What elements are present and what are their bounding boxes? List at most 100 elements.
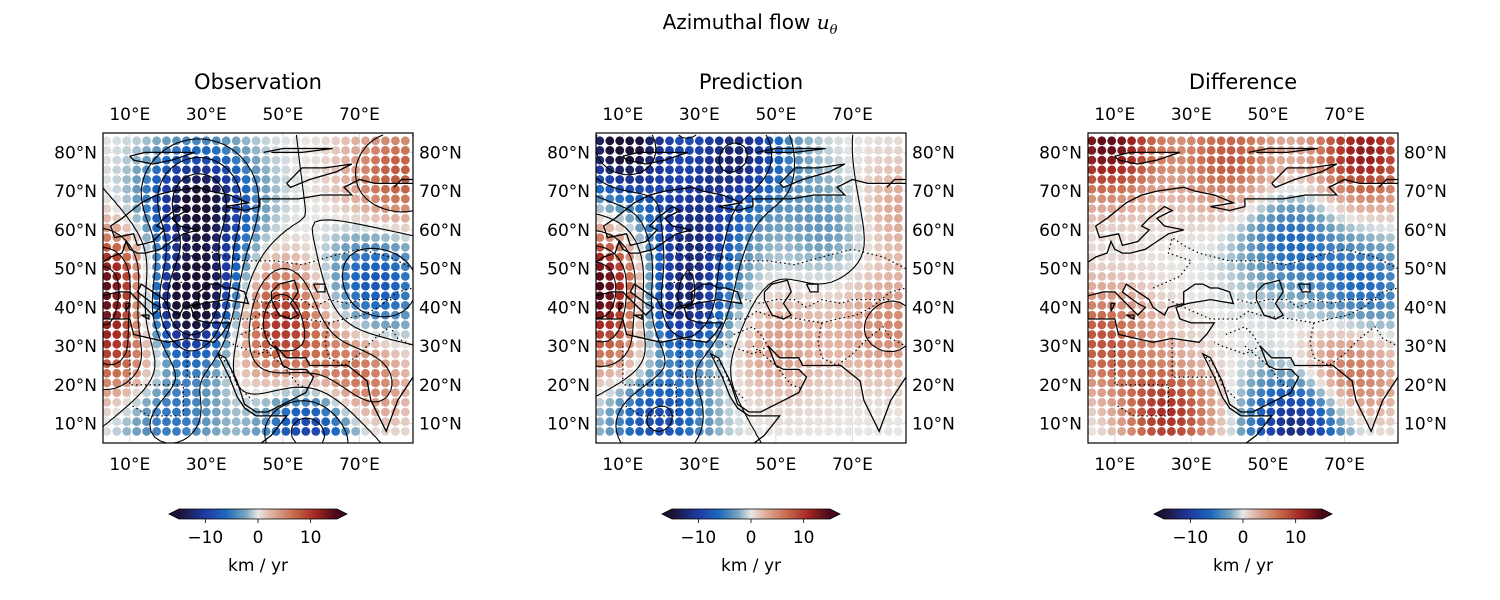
data-point: [1117, 339, 1127, 349]
data-point: [874, 407, 883, 417]
data-point: [1326, 146, 1335, 155]
y-tick-label-right: 30°N: [419, 337, 462, 357]
data-point: [655, 252, 664, 262]
data-point: [1385, 194, 1395, 204]
data-point: [685, 427, 694, 436]
data-point: [311, 213, 321, 223]
data-point: [824, 368, 834, 378]
data-point: [1088, 330, 1097, 339]
data-point: [1097, 407, 1107, 417]
data-point: [1246, 252, 1256, 262]
data-point: [893, 204, 903, 214]
data-point: [1147, 175, 1156, 184]
data-point: [844, 272, 853, 281]
data-point: [142, 184, 152, 194]
data-point: [361, 427, 370, 436]
data-point: [596, 397, 605, 407]
data-point: [1326, 417, 1335, 427]
data-point: [321, 194, 331, 204]
data-point: [1266, 233, 1276, 243]
data-point: [162, 378, 171, 388]
y-tick-label-right: 20°N: [419, 376, 462, 396]
data-point: [341, 388, 350, 397]
data-point: [132, 184, 142, 194]
data-point: [854, 359, 863, 368]
data-point: [1316, 184, 1326, 194]
data-point: [1196, 388, 1206, 397]
data-point: [1256, 359, 1266, 368]
data-point: [893, 291, 903, 301]
data-point: [1097, 291, 1107, 301]
data-point: [1376, 204, 1385, 214]
data-point: [1186, 146, 1196, 155]
data-point: [1157, 165, 1166, 175]
data-point: [675, 397, 684, 407]
data-point: [122, 388, 132, 397]
data-point: [685, 242, 694, 252]
data-point: [605, 281, 615, 291]
data-point: [1196, 330, 1206, 339]
data-point: [1366, 272, 1375, 281]
data-point: [361, 407, 370, 417]
data-point: [1326, 378, 1335, 388]
data-point: [341, 349, 350, 359]
data-point: [391, 272, 400, 281]
data-point: [172, 242, 181, 252]
data-point: [1088, 417, 1097, 427]
data-point: [1147, 262, 1156, 272]
data-point: [874, 330, 883, 339]
data-point: [764, 349, 774, 359]
data-point: [321, 223, 331, 233]
data-point: [596, 407, 605, 417]
data-point: [291, 349, 301, 359]
x-tick-label-top: 70°E: [832, 105, 873, 125]
data-point: [1216, 146, 1226, 155]
x-tick-label-bottom: 30°E: [679, 455, 720, 475]
data-point: [261, 272, 271, 281]
data-point: [784, 349, 794, 359]
data-point: [1117, 175, 1127, 184]
data-point: [1107, 310, 1117, 320]
data-point: [1236, 262, 1246, 272]
data-point: [596, 427, 605, 436]
data-point: [112, 165, 122, 175]
data-point: [311, 427, 321, 436]
data-point: [1088, 378, 1097, 388]
data-point: [1246, 368, 1256, 378]
data-point: [311, 330, 321, 339]
data-point: [1286, 262, 1296, 272]
data-point: [1186, 194, 1196, 204]
data-point: [331, 146, 341, 155]
data-point: [1186, 223, 1196, 233]
data-point: [1346, 175, 1355, 184]
data-point: [201, 378, 211, 388]
data-point: [1216, 397, 1226, 407]
data-point: [1127, 417, 1136, 427]
data-point: [182, 291, 191, 301]
data-point: [1316, 359, 1326, 368]
data-point: [615, 194, 625, 204]
data-point: [754, 213, 764, 223]
data-point: [391, 320, 400, 330]
data-point: [1157, 194, 1166, 204]
data-point: [1385, 291, 1395, 301]
data-point: [1147, 417, 1156, 427]
x-tick-label-bottom: 70°E: [339, 455, 380, 475]
data-point: [221, 146, 231, 155]
data-point: [361, 165, 370, 175]
data-point: [1346, 388, 1355, 397]
data-point: [201, 407, 211, 417]
data-point: [1167, 155, 1176, 165]
data-point: [774, 320, 784, 330]
data-point: [685, 184, 694, 194]
data-point: [675, 349, 684, 359]
data-point: [261, 242, 271, 252]
data-point: [1266, 272, 1276, 281]
data-point: [685, 368, 694, 378]
data-point: [655, 407, 664, 417]
data-point: [1147, 320, 1156, 330]
data-point: [893, 184, 903, 194]
data-point: [201, 136, 211, 146]
data-point: [231, 417, 241, 427]
y-tick-label-right: 80°N: [419, 143, 462, 163]
